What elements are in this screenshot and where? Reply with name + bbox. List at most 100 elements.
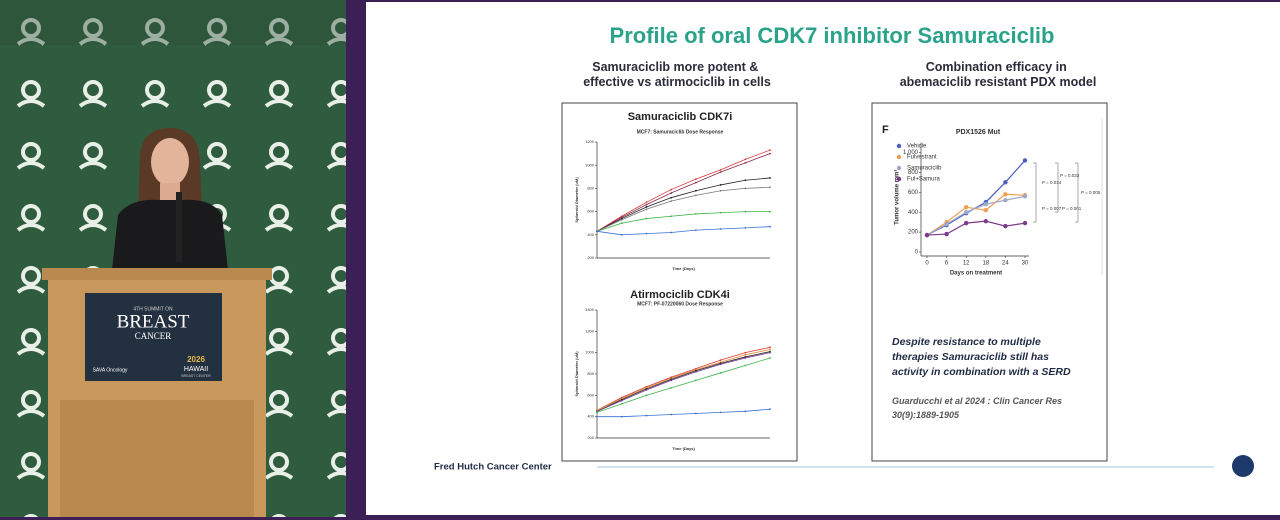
y-axis-label: Spheroid Diameter (uM) — [574, 177, 579, 223]
data-point — [744, 364, 747, 367]
legend-label: Samuraciclib — [907, 166, 942, 172]
data-point — [769, 210, 771, 213]
data-point — [719, 359, 722, 362]
column-heading: Combination efficacy in abemaciclib resi… — [900, 60, 1097, 89]
legend-label: Ful+Samura — [907, 177, 941, 183]
y-tick-label: 0 — [915, 250, 919, 256]
y-tick-label: 600 — [587, 209, 594, 214]
data-point — [620, 233, 623, 236]
data-point — [645, 208, 648, 211]
data-point — [769, 152, 771, 155]
y-tick-label: 1000 — [585, 350, 595, 355]
podium-text: 4TH SUMMIT ON — [133, 306, 173, 312]
x-tick-label: 30 — [1022, 261, 1029, 267]
data-point — [744, 210, 747, 213]
data-point — [1022, 220, 1028, 226]
data-point — [769, 346, 771, 349]
data-point — [744, 158, 747, 161]
data-point — [670, 188, 673, 191]
data-point — [944, 221, 949, 227]
legend-marker — [896, 165, 902, 171]
data-point — [744, 357, 747, 359]
y-tick-label: 1400 — [585, 307, 595, 312]
bracket — [1075, 162, 1079, 223]
data-point — [744, 226, 747, 229]
annotation: P = 0.005 — [1081, 190, 1101, 195]
citation: Guarducchi et al 2024 : Clin Cancer Res … — [892, 396, 1065, 420]
data-point — [670, 196, 673, 199]
y-tick-label: 800 — [587, 185, 594, 190]
data-point — [744, 351, 747, 354]
y-tick-label: 400 — [587, 232, 594, 237]
data-point — [1022, 158, 1028, 163]
note-line: activity in combination with a SERD — [892, 366, 1071, 378]
data-point — [670, 386, 673, 389]
y-tick-label: 400 — [908, 210, 919, 216]
bracket — [1055, 162, 1059, 213]
series-line — [597, 408, 771, 418]
series-line — [596, 226, 771, 236]
data-point — [964, 205, 969, 210]
chart-heading: Samuraciclib CDK7i — [628, 111, 733, 123]
citation-line: 30(9):1889-1905 — [892, 410, 960, 420]
data-point — [1003, 198, 1008, 203]
y-tick-label: 1000 — [585, 162, 595, 167]
legend-marker — [896, 176, 902, 182]
y-tick-label: 1,000 — [903, 150, 919, 156]
slide-title: Profile of oral CDK7 inhibitor Samuracic… — [610, 23, 1055, 48]
data-point — [620, 222, 623, 225]
series-line — [596, 349, 771, 411]
chart-heading: Atirmociclib CDK4i — [630, 289, 730, 301]
data-point — [694, 194, 697, 197]
x-axis-label: Time (Days) — [672, 446, 695, 451]
y-tick-label: 200 — [587, 435, 594, 440]
podium-text: CANCER — [135, 331, 172, 341]
heading-line: abemaciclib resistant PDX model — [900, 75, 1097, 89]
note: Despite resistance to multiple therapies… — [892, 336, 1071, 378]
x-tick-label: 12 — [963, 261, 970, 267]
data-point — [719, 189, 722, 192]
data-point — [645, 232, 648, 235]
data-point — [719, 411, 722, 414]
data-point — [670, 231, 673, 234]
legend-marker — [896, 154, 902, 160]
panel-label: F — [882, 124, 889, 136]
data-point — [596, 415, 598, 418]
data-point — [744, 187, 747, 190]
data-point — [744, 161, 747, 164]
data-point — [670, 215, 673, 218]
data-point — [1003, 192, 1008, 197]
data-point — [596, 230, 598, 233]
podium-text: SAVA Oncology — [93, 367, 128, 373]
data-point — [694, 412, 697, 415]
legend-marker — [896, 143, 902, 149]
data-point — [645, 394, 648, 397]
data-point — [670, 192, 673, 194]
data-point — [719, 168, 722, 171]
series-line — [596, 352, 771, 412]
x-axis-label: Time (Days) — [672, 266, 695, 271]
x-tick-label: 18 — [982, 261, 989, 267]
series-line — [596, 351, 771, 412]
data-point — [719, 228, 722, 230]
data-point — [769, 186, 771, 189]
data-point — [596, 411, 598, 414]
chart-title: PDX1526 Mut — [956, 129, 1001, 136]
heading-line: Combination efficacy in — [926, 60, 1067, 74]
annotation: P = 0.001 — [1062, 206, 1082, 211]
data-point — [645, 389, 648, 391]
y-axis-label: Tumor volume mm³ — [894, 170, 901, 225]
x-tick-label: 6 — [945, 261, 949, 267]
podium: 4TH SUMMIT ON BREAST CANCER SAVA Oncolog… — [42, 268, 272, 517]
y-tick-label: 1200 — [585, 139, 595, 144]
data-point — [769, 357, 771, 359]
series-line — [596, 346, 771, 411]
data-point — [924, 232, 930, 238]
data-point — [769, 348, 771, 351]
data-point — [744, 353, 747, 356]
data-point — [694, 379, 697, 382]
data-point — [983, 207, 988, 213]
column-heading: Samuraciclib more potent & effective vs … — [583, 60, 771, 89]
data-point — [645, 206, 648, 208]
